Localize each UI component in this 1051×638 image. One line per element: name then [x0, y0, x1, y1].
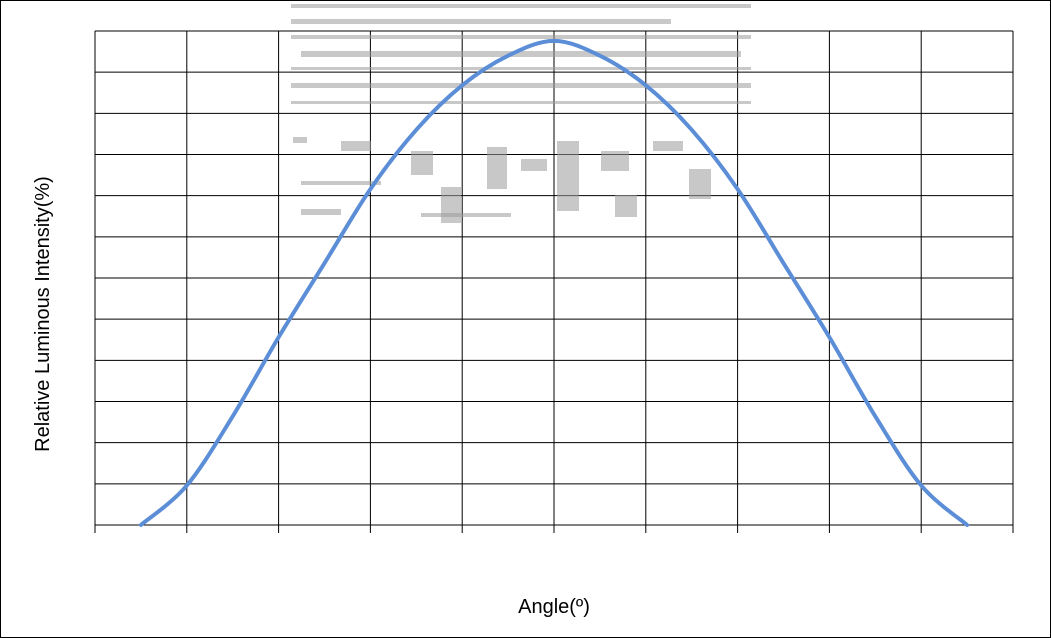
watermark-stroke [291, 35, 751, 39]
x-axis-label: Angle(º) [518, 596, 590, 618]
watermark-stroke [487, 147, 507, 189]
watermark-stroke [689, 169, 711, 199]
watermark-stroke [291, 101, 751, 104]
watermark-stroke [441, 187, 461, 223]
watermark-stroke [291, 4, 751, 8]
watermark-logo [291, 4, 751, 223]
watermark-stroke [653, 141, 683, 151]
watermark-stroke [301, 51, 741, 57]
watermark-stroke [291, 67, 751, 70]
y-axis-label: Relative Luminous Intensity(%) [32, 176, 54, 452]
series-layer [138, 38, 970, 527]
watermark-stroke [601, 151, 629, 171]
watermark-stroke [421, 213, 511, 217]
watermark-stroke [521, 159, 547, 171]
watermark-stroke [301, 181, 381, 185]
watermark-stroke [293, 137, 307, 143]
watermark-stroke [291, 19, 671, 24]
series-line [138, 38, 970, 527]
watermark-stroke [615, 195, 637, 217]
watermark-stroke [557, 141, 579, 211]
watermark-stroke [291, 83, 751, 88]
watermark-stroke [301, 209, 341, 215]
watermark-stroke [411, 151, 433, 175]
watermark-stroke [341, 141, 371, 151]
grid [94, 30, 1014, 533]
